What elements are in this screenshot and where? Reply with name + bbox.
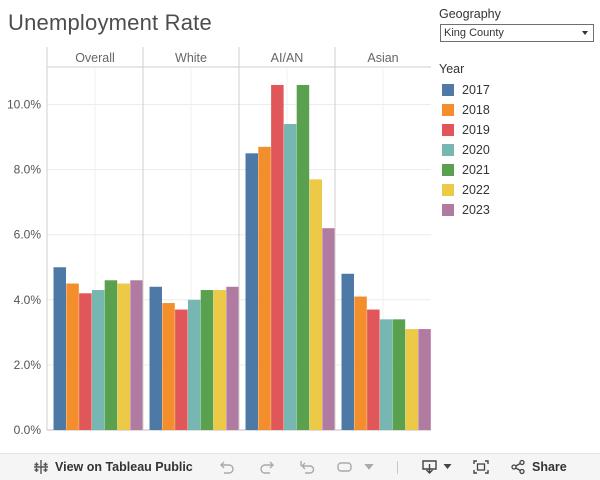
download-icon: [421, 459, 439, 475]
bar-asian-2018: [354, 296, 367, 430]
panel-header-asian: Asian: [367, 51, 398, 65]
chevron-down-icon: [443, 464, 452, 470]
legend-swatch: [442, 104, 454, 116]
geography-select-value: King County: [444, 27, 504, 39]
redo-icon: [258, 459, 276, 475]
bar-asian-2022: [405, 329, 418, 430]
legend-label: 2019: [462, 123, 490, 137]
revert-button[interactable]: [298, 459, 316, 475]
legend-swatch: [442, 84, 454, 96]
refresh-menu-button[interactable]: [364, 464, 374, 470]
bar-overall-2020: [91, 290, 105, 430]
legend-label: 2022: [462, 183, 490, 197]
revert-icon: [298, 459, 316, 475]
bar-ai-an-2021: [296, 84, 310, 430]
bar-ai-an-2020: [283, 124, 297, 430]
bar-asian-2023: [418, 329, 431, 430]
bar-white-2021: [200, 290, 214, 430]
panel-header-white: White: [175, 51, 207, 65]
legend-label: 2021: [462, 163, 490, 177]
bar-asian-2021: [392, 319, 406, 430]
chevron-down-icon: [582, 31, 588, 35]
legend-swatch: [442, 164, 454, 176]
legend-item-2022[interactable]: 2022: [442, 180, 490, 200]
bar-chart: 0.0% 2.0% 4.0% 6.0% 8.0% 10.0% Overall White AI/…: [7, 47, 431, 437]
view-on-tableau-button[interactable]: View on Tableau Public: [33, 459, 193, 475]
bar-overall-2017: [53, 267, 66, 430]
bar-asian-2020: [379, 319, 393, 430]
legend-swatch: [442, 124, 454, 136]
bar-white-2019: [175, 309, 188, 430]
download-button[interactable]: [421, 459, 452, 475]
share-button[interactable]: Share: [510, 459, 567, 475]
chart-title: Unemployment Rate: [8, 10, 212, 35]
bar-white-2022: [213, 290, 226, 430]
bar-asian-2017: [341, 273, 354, 430]
fullscreen-button[interactable]: [472, 459, 490, 475]
tableau-logo-icon: [33, 459, 49, 475]
undo-button[interactable]: [218, 459, 236, 475]
bar-overall-2019: [79, 293, 92, 430]
bar-white-2020: [187, 299, 201, 430]
legend-item-2021[interactable]: 2021: [442, 160, 490, 180]
legend-item-2020[interactable]: 2020: [442, 140, 490, 160]
bar-overall-2022: [117, 283, 130, 430]
legend-item-2017[interactable]: 2017: [442, 80, 490, 100]
refresh-icon: [336, 459, 356, 475]
toolbar-footer: View on Tableau Public: [0, 453, 600, 480]
y-tick-label: 4.0%: [14, 293, 42, 307]
legend-label: 2017: [462, 83, 490, 97]
refresh-button[interactable]: [336, 459, 356, 475]
legend-item-2018[interactable]: 2018: [442, 100, 490, 120]
chevron-down-icon: [364, 464, 374, 470]
bar-ai-an-2019: [271, 84, 284, 430]
redo-button[interactable]: [258, 459, 276, 475]
legend-label: 2023: [462, 203, 490, 217]
legend: 2017 2018 2019 2020 2021 2022 2023: [442, 80, 490, 220]
panel-header-ai-an: AI/AN: [271, 51, 304, 65]
legend-title: Year: [439, 62, 465, 76]
bar-ai-an-2022: [309, 179, 322, 430]
toolbar-divider: [397, 461, 398, 474]
view-on-tableau-label: View on Tableau Public: [55, 460, 193, 474]
share-icon: [510, 459, 526, 475]
fullscreen-icon: [472, 459, 490, 475]
bar-asian-2019: [367, 309, 380, 430]
legend-item-2023[interactable]: 2023: [442, 200, 490, 220]
bar-overall-2018: [66, 283, 79, 430]
y-tick-label: 10.0%: [7, 98, 41, 112]
legend-label: 2018: [462, 103, 490, 117]
bar-ai-an-2017: [245, 153, 258, 430]
legend-swatch: [442, 204, 454, 216]
geography-filter-label: Geography: [439, 7, 501, 21]
panel-header-overall: Overall: [75, 51, 115, 65]
legend-item-2019[interactable]: 2019: [442, 120, 490, 140]
legend-swatch: [442, 184, 454, 196]
y-tick-label: 6.0%: [14, 228, 42, 242]
share-label: Share: [532, 460, 567, 474]
bar-white-2023: [226, 286, 239, 430]
y-tick-label: 2.0%: [14, 358, 42, 372]
bar-ai-an-2023: [322, 228, 335, 430]
bar-overall-2023: [130, 280, 143, 430]
bar-white-2017: [149, 286, 162, 430]
undo-icon: [218, 459, 236, 475]
bar-overall-2021: [104, 280, 118, 430]
bar-ai-an-2018: [258, 146, 271, 430]
y-tick-label: 8.0%: [14, 163, 42, 177]
legend-swatch: [442, 144, 454, 156]
y-tick-label: 0.0%: [14, 423, 42, 437]
legend-label: 2020: [462, 143, 490, 157]
geography-select[interactable]: King County: [440, 24, 594, 42]
bar-white-2018: [162, 303, 175, 430]
